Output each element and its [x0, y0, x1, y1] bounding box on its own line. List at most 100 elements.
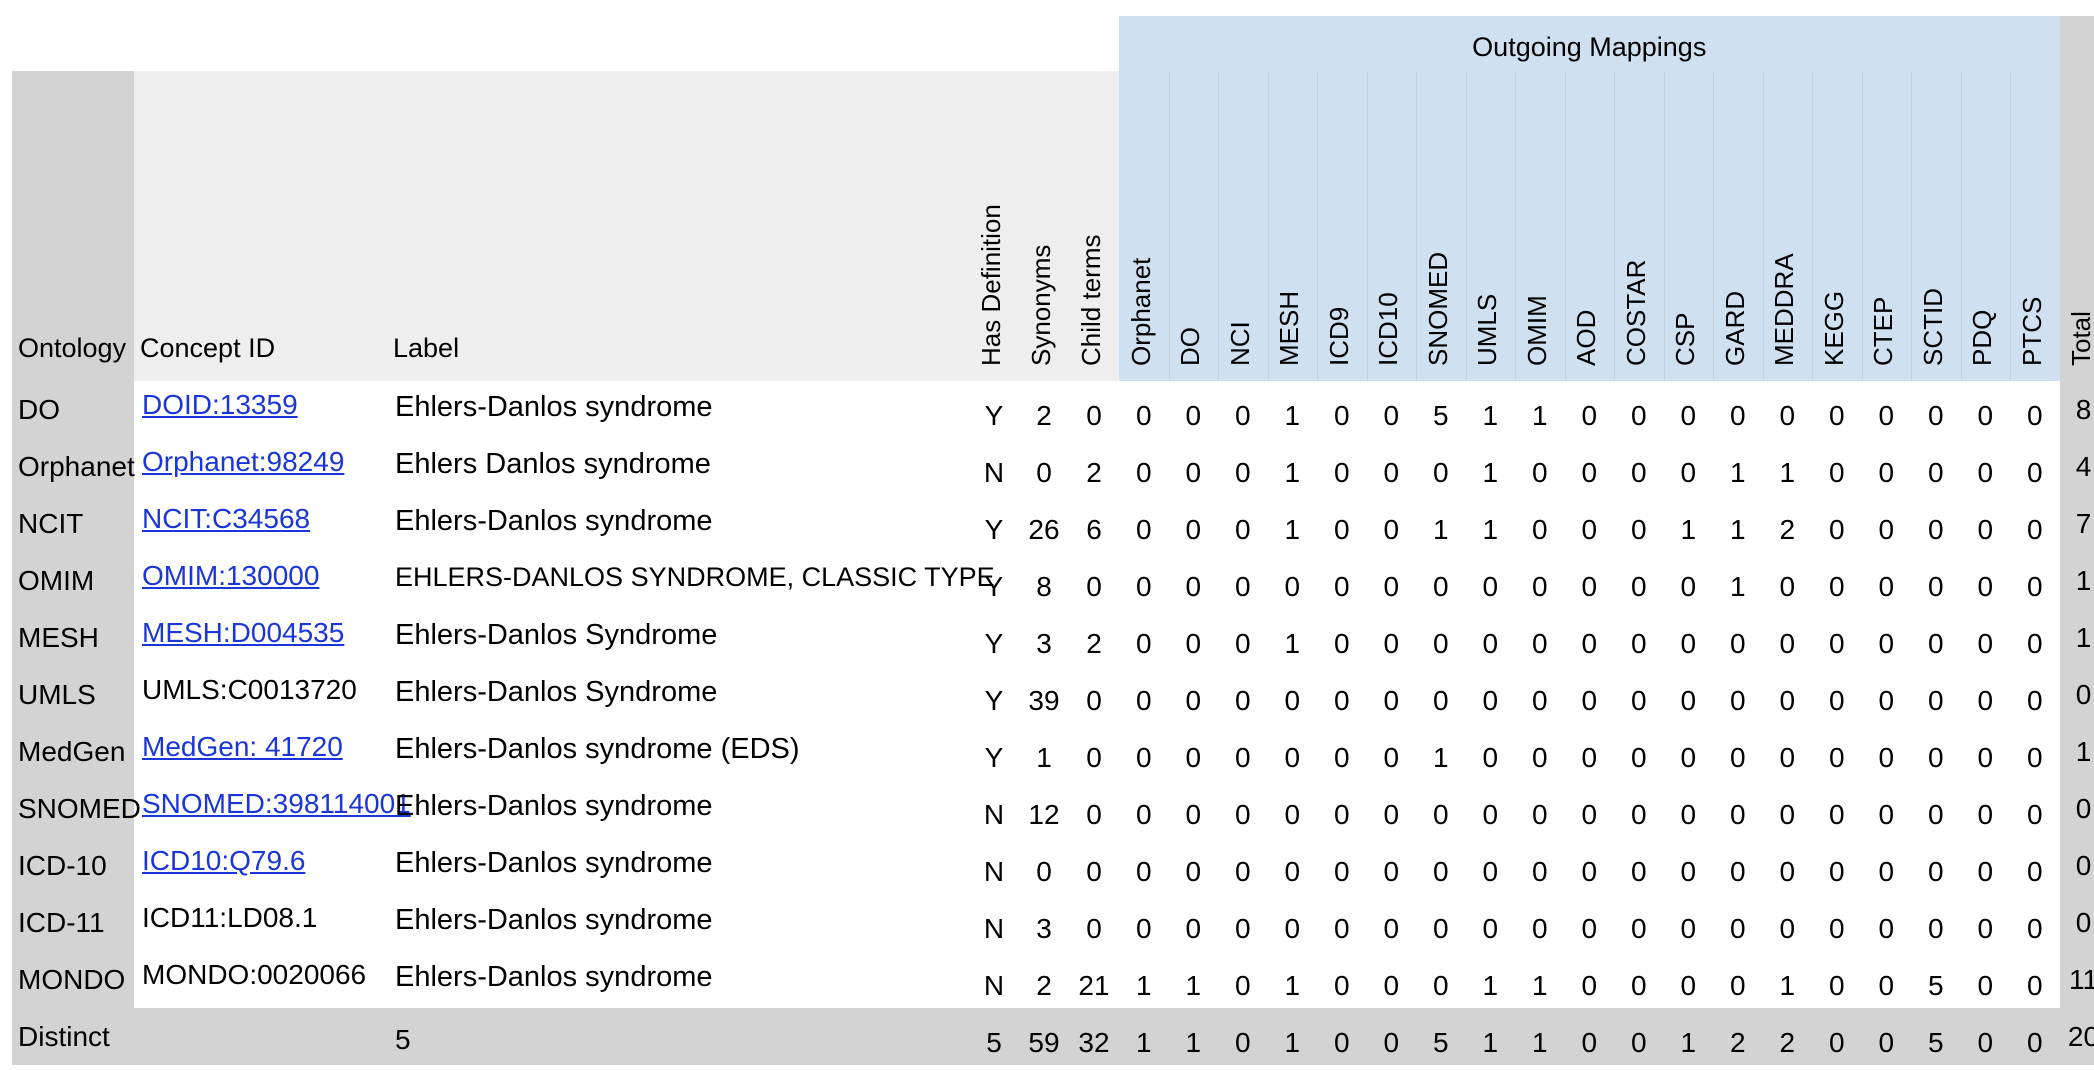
- mapping-omim-count: 0: [1515, 780, 1565, 837]
- mapping-kegg-count: 0: [1812, 666, 1862, 723]
- has-definition: N: [969, 951, 1019, 1008]
- mapping-gard-count-value: 0: [1729, 969, 1746, 1001]
- mapping-snomed-count-value: 5: [1432, 1026, 1449, 1058]
- mapping-pdq-count: 0: [1961, 780, 2011, 837]
- concept-id-link[interactable]: DOID:13359: [142, 389, 298, 420]
- mapping-icd10-count-value: 0: [1383, 399, 1400, 431]
- mapping-nci-count: 0: [1218, 1008, 1268, 1065]
- header-total: Total: [2060, 71, 2094, 366]
- mapping-do-count-value: 1: [1185, 969, 1202, 1001]
- mapping-icd9-count-value: 0: [1333, 1026, 1350, 1058]
- mapping-ptcs-count-value: 0: [2026, 627, 2043, 659]
- mapping-icd10-count: 0: [1367, 1008, 1417, 1065]
- mapping-sctid-count-value: 5: [1927, 1026, 1944, 1058]
- mapping-nci-count-value: 0: [1234, 570, 1251, 602]
- mapping-orphanet-count: 0: [1119, 381, 1169, 438]
- concept-id-text: UMLS:C0013720: [142, 674, 357, 705]
- mapping-sctid-count: 5: [1911, 951, 1961, 1008]
- child-terms-count-value: 0: [1086, 798, 1102, 830]
- total-count: 0: [2059, 837, 2094, 894]
- concept-label: EHLERS-DANLOS SYNDROME, CLASSIC TYPE: [395, 562, 995, 592]
- synonyms-count-value: 2: [1036, 969, 1052, 1001]
- mapping-csp-count: 0: [1664, 894, 1714, 951]
- total-count: 8: [2059, 381, 2094, 438]
- concept-id-text: MONDO:0020066: [142, 959, 367, 990]
- mapping-snomed-count: 0: [1416, 780, 1466, 837]
- mapping-ctep-count: 0: [1862, 495, 1912, 552]
- mapping-icd9-count: 0: [1317, 381, 1367, 438]
- mapping-costar-count: 0: [1614, 552, 1664, 609]
- mapping-header-divider: [1168, 71, 1170, 381]
- concept-id-link[interactable]: NCIT:C34568: [142, 503, 311, 534]
- mapping-sctid-count-value: 0: [1927, 741, 1944, 773]
- total-count-value: 11: [2068, 963, 2094, 995]
- mapping-icd10-count: 0: [1367, 438, 1417, 495]
- mapping-sctid-count-value: 0: [1927, 684, 1944, 716]
- concept-id-link[interactable]: MedGen: 41720: [142, 731, 343, 762]
- mapping-snomed-count-value: 0: [1432, 627, 1449, 659]
- concept-label: Ehlers-Danlos Syndrome: [395, 676, 718, 708]
- ontology-cell: OMIM: [12, 552, 134, 609]
- mapping-ctep-count-value: 0: [1878, 456, 1895, 488]
- child-terms-count: 0: [1069, 666, 1119, 723]
- total-count: 20: [2059, 1008, 2094, 1065]
- mapping-nci-count-value: 0: [1234, 969, 1251, 1001]
- total-count-value: 7: [2075, 507, 2092, 539]
- mapping-meddra-count: 1: [1763, 951, 1813, 1008]
- header-mapping-ctep-text: CTEP: [1868, 296, 1899, 366]
- label-cell: Ehlers-Danlos syndrome: [387, 381, 969, 438]
- concept-id-link[interactable]: ICD10:Q79.6: [142, 845, 306, 876]
- mapping-nci-count: 0: [1218, 552, 1268, 609]
- mapping-ptcs-count: 0: [2010, 552, 2060, 609]
- mapping-csp-count: 0: [1664, 780, 1714, 837]
- concept-id-link[interactable]: OMIM:130000: [142, 560, 320, 591]
- mapping-header-divider: [1812, 71, 1813, 381]
- mapping-icd9-count-value: 0: [1333, 855, 1350, 887]
- header-mapping-mesh: MESH: [1268, 71, 1318, 366]
- mapping-meddra-count: 0: [1763, 666, 1813, 723]
- child-terms-count: 2: [1069, 609, 1119, 666]
- mapping-orphanet-count: 0: [1119, 609, 1169, 666]
- mapping-do-count: 0: [1169, 837, 1219, 894]
- total-count: 0: [2059, 666, 2094, 723]
- mapping-meddra-count: 2: [1763, 495, 1813, 552]
- mapping-sctid-count: 0: [1911, 552, 1961, 609]
- mapping-gard-count: 1: [1713, 552, 1763, 609]
- mapping-mesh-count-value: 1: [1284, 627, 1301, 659]
- has-definition: Y: [969, 723, 1019, 780]
- child-terms-count: 0: [1069, 552, 1119, 609]
- has-definition: Y: [969, 552, 1019, 609]
- mapping-pdq-count-value: 0: [1977, 570, 1994, 602]
- mapping-aod-count: 0: [1565, 666, 1615, 723]
- mapping-omim-count: 0: [1515, 666, 1565, 723]
- concept-id-cell: DOID:13359: [134, 381, 387, 438]
- mapping-umls-count-value: 1: [1482, 399, 1499, 431]
- mapping-mesh-count-value: 0: [1284, 798, 1301, 830]
- mapping-aod-count-value: 0: [1581, 969, 1598, 1001]
- label-cell: Ehlers-Danlos Syndrome: [387, 609, 969, 666]
- mapping-costar-count: 0: [1614, 495, 1664, 552]
- synonyms-count-value: 8: [1036, 570, 1052, 602]
- mapping-ctep-count-value: 0: [1878, 798, 1895, 830]
- has-definition-value: Y: [984, 627, 1004, 659]
- mapping-meddra-count-value: 0: [1779, 627, 1796, 659]
- mapping-icd10-count-value: 0: [1383, 456, 1400, 488]
- mapping-csp-count-value: 0: [1680, 912, 1697, 944]
- mapping-mesh-count: 0: [1268, 723, 1318, 780]
- mapping-icd9-count: 0: [1317, 1008, 1367, 1065]
- concept-id-link[interactable]: MESH:D004535: [142, 617, 345, 648]
- mapping-ptcs-count: 0: [2010, 1008, 2060, 1065]
- mapping-snomed-count-value: 0: [1432, 855, 1449, 887]
- mapping-omim-count-value: 0: [1531, 798, 1548, 830]
- header-mapping-orphanet-text: Orphanet: [1125, 257, 1156, 366]
- mapping-mesh-count: 1: [1268, 381, 1318, 438]
- header-mapping-pdq: PDQ: [1961, 71, 2011, 366]
- concept-id-link[interactable]: Orphanet:98249: [142, 446, 345, 477]
- mapping-icd9-count: 0: [1317, 837, 1367, 894]
- mapping-kegg-count: 0: [1812, 381, 1862, 438]
- mapping-mesh-count-value: 0: [1284, 684, 1301, 716]
- header-child-terms-text: Child terms: [1076, 234, 1106, 366]
- concept-id-cell: MONDO:0020066: [134, 951, 387, 1008]
- concept-id-link[interactable]: SNOMED:398114001: [142, 788, 411, 819]
- mapping-gard-count: 0: [1713, 780, 1763, 837]
